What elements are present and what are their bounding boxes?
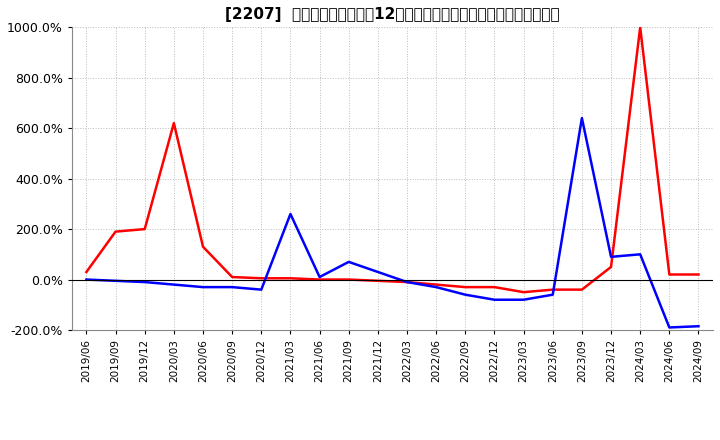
フリーCF <box>199 285 207 290</box>
フリーCF <box>432 285 441 290</box>
フリーCF <box>490 297 499 302</box>
フリーCF <box>257 287 266 292</box>
営業CF <box>315 277 324 282</box>
営業CF <box>461 285 469 290</box>
営業CF <box>607 264 616 270</box>
営業CF <box>519 290 528 295</box>
フリーCF <box>402 279 411 285</box>
Line: 営業CF: 営業CF <box>86 27 698 292</box>
フリーCF <box>112 278 120 283</box>
営業CF <box>82 269 91 275</box>
営業CF <box>140 227 149 232</box>
営業CF <box>228 275 236 280</box>
フリーCF <box>607 254 616 260</box>
フリーCF <box>461 292 469 297</box>
営業CF <box>665 272 674 277</box>
フリーCF <box>694 323 703 329</box>
フリーCF <box>169 282 178 287</box>
営業CF <box>432 282 441 287</box>
営業CF <box>286 275 294 281</box>
フリーCF <box>344 259 353 264</box>
フリーCF <box>140 279 149 285</box>
フリーCF <box>549 292 557 297</box>
営業CF <box>694 272 703 277</box>
フリーCF <box>636 252 644 257</box>
営業CF <box>402 279 411 285</box>
フリーCF <box>577 115 586 121</box>
営業CF <box>636 25 644 30</box>
フリーCF <box>519 297 528 302</box>
営業CF <box>344 277 353 282</box>
フリーCF <box>286 211 294 216</box>
Line: フリーCF: フリーCF <box>86 118 698 327</box>
営業CF <box>257 275 266 281</box>
営業CF <box>577 287 586 292</box>
営業CF <box>549 287 557 292</box>
フリーCF <box>315 275 324 280</box>
フリーCF <box>82 277 91 282</box>
フリーCF <box>665 325 674 330</box>
営業CF <box>112 229 120 234</box>
営業CF <box>199 244 207 249</box>
営業CF <box>169 121 178 126</box>
フリーCF <box>228 285 236 290</box>
フリーCF <box>374 269 382 275</box>
営業CF <box>374 278 382 283</box>
Title: [2207]  キャッシュフローの12か月移動合計の対前年同期増減率の推移: [2207] キャッシュフローの12か月移動合計の対前年同期増減率の推移 <box>225 7 559 22</box>
営業CF <box>490 285 499 290</box>
